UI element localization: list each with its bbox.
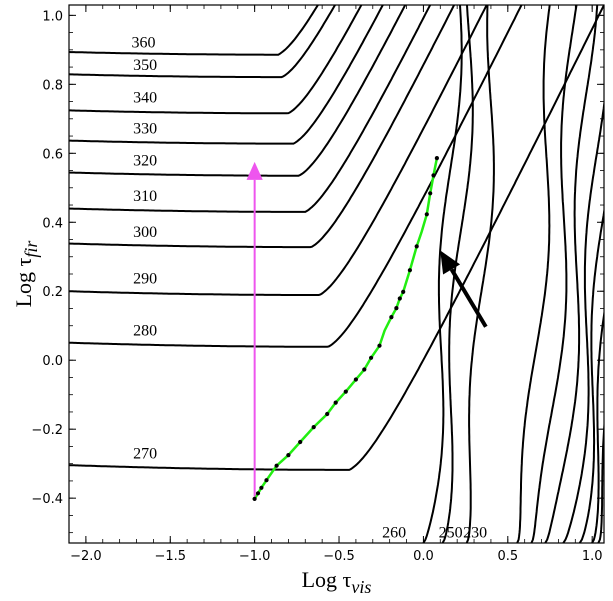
contour-label-350: 350 — [133, 57, 157, 74]
track-point-8 — [325, 411, 330, 417]
track-point-12 — [362, 367, 367, 372]
track-point-22 — [428, 191, 433, 196]
y-axis-title-main: Log τ — [11, 257, 36, 307]
track-point-9 — [333, 400, 338, 405]
contour-line-330 — [69, 5, 384, 145]
y-tick-label: 0.8 — [42, 78, 63, 93]
track-point-3 — [264, 478, 269, 483]
track-point-17 — [397, 296, 402, 301]
y-tick-label: 0.4 — [42, 216, 63, 231]
y-tick-label: 0.6 — [42, 147, 63, 162]
vertical-contour-4 — [530, 5, 578, 543]
contour-line-300 — [69, 5, 456, 249]
track-point-1 — [255, 491, 261, 496]
contour-label-330: 330 — [133, 121, 157, 138]
contour-label-230: 230 — [463, 525, 487, 542]
y-axis-title: Log τfir — [11, 240, 41, 308]
x-axis-title: Log τvis — [302, 567, 372, 597]
track-point-15 — [389, 315, 394, 320]
x-tick-label: −0.5 — [323, 549, 355, 564]
x-tick-label: −1.0 — [239, 549, 271, 564]
contour-line-310 — [69, 5, 432, 213]
green-track — [252, 156, 439, 501]
track-point-7 — [311, 425, 316, 430]
y-axis-title-sub: fir — [21, 240, 41, 258]
vertical-contour-3 — [516, 5, 551, 543]
vertical-contour-5 — [544, 5, 599, 543]
track-point-5 — [286, 453, 291, 458]
contour-label-290: 290 — [133, 271, 157, 288]
x-tick-label: 0.5 — [497, 549, 518, 564]
x-axis-title-sub: vis — [351, 577, 371, 597]
track-point-20 — [414, 244, 419, 249]
track-point-16 — [394, 306, 399, 311]
contour-label-310: 310 — [133, 188, 157, 205]
y-tick-label: 0.2 — [42, 285, 63, 300]
vertical-contour-9 — [597, 417, 604, 543]
contour-label-280: 280 — [133, 322, 157, 339]
y-tick-label: −0.2 — [31, 423, 63, 438]
y-tick-label: −0.4 — [31, 492, 63, 507]
track-point-11 — [353, 377, 358, 382]
contour-line-290 — [69, 5, 488, 296]
y-tick-label: 1.0 — [42, 9, 63, 24]
track-point-4 — [274, 463, 279, 468]
arrows — [246, 161, 488, 497]
black-arrow-shaft — [449, 268, 488, 328]
x-axis-title-main: Log τ — [302, 567, 352, 592]
contour-label-340: 340 — [133, 89, 157, 106]
track-point-2 — [259, 485, 264, 490]
track-point-24 — [434, 156, 439, 161]
vertical-contour-8 — [591, 308, 604, 543]
magenta-arrow-head — [246, 161, 263, 180]
track-point-10 — [343, 389, 348, 394]
x-tick-label: 1.0 — [582, 549, 603, 564]
contour-line-320 — [69, 5, 407, 177]
contour-label-300: 300 — [133, 224, 157, 241]
contour-label-360: 360 — [131, 34, 155, 51]
track-point-21 — [424, 212, 429, 217]
contour-line-340 — [69, 5, 363, 115]
contour-line-280 — [69, 5, 523, 348]
y-tick-label: 0.0 — [42, 354, 63, 369]
x-tick-label: −2.0 — [70, 549, 102, 564]
track-point-6 — [298, 439, 303, 445]
track-point-13 — [369, 355, 374, 360]
vertical-contour-7 — [578, 206, 604, 543]
track-point-18 — [401, 289, 406, 294]
vertical-contour-6 — [562, 98, 604, 543]
contour-label-320: 320 — [133, 152, 157, 169]
contour-label-260: 260 — [382, 525, 406, 542]
black-arrow-head — [440, 250, 461, 275]
contour-label-250: 250 — [439, 525, 463, 542]
track-point-0 — [252, 496, 257, 501]
x-tick-label: −1.5 — [154, 549, 186, 564]
x-tick-label: 0.0 — [413, 549, 434, 564]
vertical-contour-260 — [422, 5, 463, 543]
contour-lines — [69, 5, 604, 543]
contour-line-350 — [69, 5, 337, 79]
track-point-23 — [431, 173, 436, 178]
contour-line-360 — [69, 5, 320, 56]
vertical-contour-230 — [465, 5, 495, 543]
axis-ticks: −2.0 −1.5 −1.0 −0.5 0.0 0.5 1.0 −0.4 −0.2 0.0 0.2 0… — [31, 5, 604, 564]
track-point-14 — [377, 343, 382, 348]
contour-line-270 — [69, 5, 604, 471]
track-point-19 — [407, 268, 412, 273]
contour-labels: 360 350 340 330 320 310 300 290 280 270 260 250 230 — [131, 34, 487, 541]
contour-label-270: 270 — [133, 446, 157, 463]
